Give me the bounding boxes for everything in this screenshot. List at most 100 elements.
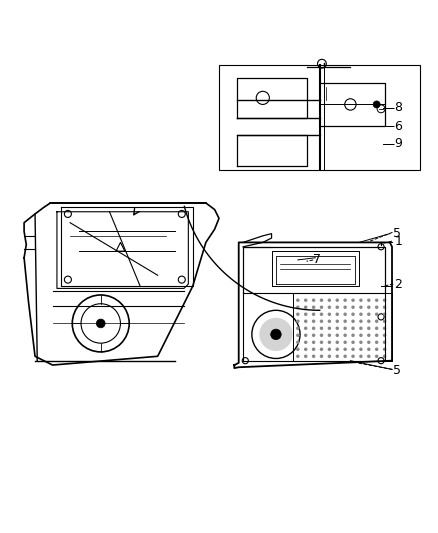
Circle shape xyxy=(351,319,355,323)
Circle shape xyxy=(367,334,371,337)
Circle shape xyxy=(312,298,315,302)
Circle shape xyxy=(375,348,378,351)
Circle shape xyxy=(367,341,371,344)
Circle shape xyxy=(304,341,307,344)
Circle shape xyxy=(296,354,300,358)
Circle shape xyxy=(312,341,315,344)
Circle shape xyxy=(383,334,386,337)
Circle shape xyxy=(383,305,386,309)
Circle shape xyxy=(304,327,307,330)
Circle shape xyxy=(328,298,331,302)
Circle shape xyxy=(320,341,323,344)
Circle shape xyxy=(343,312,347,316)
Circle shape xyxy=(304,298,307,302)
Circle shape xyxy=(336,305,339,309)
Circle shape xyxy=(271,329,281,340)
Circle shape xyxy=(359,298,363,302)
Circle shape xyxy=(328,312,331,316)
Circle shape xyxy=(336,327,339,330)
Circle shape xyxy=(383,327,386,330)
Circle shape xyxy=(351,354,355,358)
Circle shape xyxy=(296,319,300,323)
Circle shape xyxy=(359,341,363,344)
Circle shape xyxy=(383,348,386,351)
Circle shape xyxy=(367,354,371,358)
Circle shape xyxy=(328,334,331,337)
Circle shape xyxy=(320,312,323,316)
Text: 5: 5 xyxy=(393,364,401,377)
Circle shape xyxy=(359,312,363,316)
Circle shape xyxy=(375,319,378,323)
Circle shape xyxy=(336,354,339,358)
Circle shape xyxy=(312,354,315,358)
Circle shape xyxy=(328,305,331,309)
Bar xyxy=(219,65,420,170)
Circle shape xyxy=(296,348,300,351)
Circle shape xyxy=(351,298,355,302)
Circle shape xyxy=(328,348,331,351)
Circle shape xyxy=(328,341,331,344)
Circle shape xyxy=(375,334,378,337)
Circle shape xyxy=(312,327,315,330)
Circle shape xyxy=(359,327,363,330)
Circle shape xyxy=(304,319,307,323)
Circle shape xyxy=(343,348,347,351)
Circle shape xyxy=(320,305,323,309)
Circle shape xyxy=(343,334,347,337)
Text: 1: 1 xyxy=(394,235,402,248)
Circle shape xyxy=(312,312,315,316)
Circle shape xyxy=(296,341,300,344)
Circle shape xyxy=(296,298,300,302)
Circle shape xyxy=(367,348,371,351)
Circle shape xyxy=(304,334,307,337)
Circle shape xyxy=(367,305,371,309)
Circle shape xyxy=(296,327,300,330)
Circle shape xyxy=(328,354,331,358)
Circle shape xyxy=(312,348,315,351)
Circle shape xyxy=(304,312,307,316)
Circle shape xyxy=(343,327,347,330)
Text: 9: 9 xyxy=(394,138,402,150)
Circle shape xyxy=(375,341,378,344)
Circle shape xyxy=(359,354,363,358)
Circle shape xyxy=(375,312,378,316)
Circle shape xyxy=(359,348,363,351)
Circle shape xyxy=(320,298,323,302)
Circle shape xyxy=(328,319,331,323)
Circle shape xyxy=(375,305,378,309)
Circle shape xyxy=(320,334,323,337)
Circle shape xyxy=(351,312,355,316)
Circle shape xyxy=(373,101,380,108)
Circle shape xyxy=(359,305,363,309)
Circle shape xyxy=(383,298,386,302)
Circle shape xyxy=(383,341,386,344)
Circle shape xyxy=(312,305,315,309)
Circle shape xyxy=(343,341,347,344)
Text: 6: 6 xyxy=(394,120,402,133)
Circle shape xyxy=(336,319,339,323)
Circle shape xyxy=(296,305,300,309)
Circle shape xyxy=(351,305,355,309)
Circle shape xyxy=(312,334,315,337)
Circle shape xyxy=(367,298,371,302)
Circle shape xyxy=(383,319,386,323)
Circle shape xyxy=(359,334,363,337)
Circle shape xyxy=(336,341,339,344)
Circle shape xyxy=(336,312,339,316)
Circle shape xyxy=(351,341,355,344)
Circle shape xyxy=(351,334,355,337)
Circle shape xyxy=(336,348,339,351)
Circle shape xyxy=(96,319,105,328)
Circle shape xyxy=(304,305,307,309)
Circle shape xyxy=(296,334,300,337)
Circle shape xyxy=(343,305,347,309)
Circle shape xyxy=(336,334,339,337)
Circle shape xyxy=(343,298,347,302)
Circle shape xyxy=(375,298,378,302)
Circle shape xyxy=(312,319,315,323)
Circle shape xyxy=(351,327,355,330)
Circle shape xyxy=(304,348,307,351)
Circle shape xyxy=(367,319,371,323)
Circle shape xyxy=(320,319,323,323)
Text: 2: 2 xyxy=(394,278,402,290)
